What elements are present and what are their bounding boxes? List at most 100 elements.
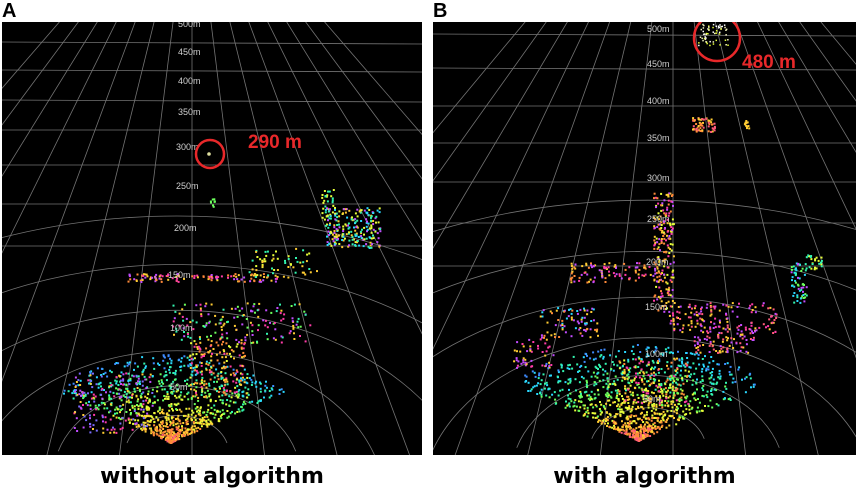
lidar-point [217,391,220,393]
lidar-point [725,34,727,36]
lidar-point [250,309,252,312]
lidar-point [159,412,161,415]
lidar-point [264,324,267,327]
lidar-point [570,316,573,319]
lidar-point [636,344,639,346]
lidar-point [161,411,163,413]
lidar-point [210,201,212,204]
range-labels-b: 500m 450m 400m 350m 300m 250m 200m 150m … [643,24,670,404]
lidar-point [257,329,259,332]
lidar-point [345,224,348,227]
lidar-point [193,277,196,279]
lidar-point [205,382,208,385]
lidar-point [326,244,329,246]
lidar-point [561,319,564,322]
lidar-point [328,217,331,220]
lidar-point [792,265,795,268]
lidar-point [150,419,152,422]
lidar-point [372,234,374,237]
lidar-point [717,334,720,337]
lidar-point [617,398,620,401]
lidar-point [635,401,638,404]
lidar-point [178,435,181,438]
lidar-point [272,385,275,387]
lidar-point [203,353,206,355]
lidar-point [370,219,373,222]
lidar-point [602,355,605,358]
lidar-point [200,394,203,396]
lidar-point [144,415,147,418]
lidar-point [200,364,203,367]
lidar-point [240,339,243,342]
lidar-point [715,32,717,34]
lidar-point [223,379,225,382]
lidar-point [594,416,597,419]
lidar-point [173,317,176,320]
lidar-point [639,424,642,427]
lidar-point [100,385,102,388]
lidar-point [617,399,620,402]
lidar-point [186,420,189,423]
lidar-point [668,314,671,317]
lidar-point [166,440,169,443]
lidar-point [657,270,660,273]
lidar-point [201,381,204,384]
lidar-point [112,414,115,417]
lidar-point [172,421,175,424]
lidar-point [545,362,548,365]
lidar-point [105,391,107,394]
lidar-point [255,380,258,383]
lidar-point [203,325,206,328]
lidar-point [270,387,273,390]
lidar-point [78,372,81,375]
lidar-point [628,278,631,281]
lidar-point [575,389,577,392]
lidar-point [548,345,551,348]
lidar-point [205,360,208,363]
lidar-point [205,322,208,325]
lidar-point [590,403,593,406]
lidar-point [658,243,661,246]
lidar-point [209,349,212,352]
lidar-point [713,307,716,310]
lidar-point [693,340,696,343]
lidar-point [616,389,619,392]
lidar-point [669,248,672,250]
lidar-point [168,409,171,412]
lidar-point [226,416,229,419]
lidar-point [190,373,193,376]
lidar-point [165,379,168,382]
lidar-point [570,281,573,284]
lidar-point [235,369,238,372]
lidar-point [636,262,638,265]
lidar-point [163,431,166,433]
lidar-point [628,405,631,408]
lidar-point [102,420,104,423]
lidar-point [191,409,194,412]
lidar-point [679,329,682,332]
lidar-point [626,422,629,424]
lidar-point [576,363,579,366]
lidar-point [600,354,603,357]
lidar-point [215,368,218,371]
lidar-point [682,382,685,385]
lidar-point [161,421,164,424]
lidar-point [667,367,670,370]
lidar-point [333,235,336,238]
lidar-point [184,419,187,422]
lidar-point [654,196,657,199]
lidar-point [133,278,136,281]
lidar-point [580,273,583,276]
lidar-point [724,39,727,41]
lidar-point [661,305,664,307]
lidar-point [627,406,630,409]
lidar-point [635,434,638,437]
lidar-point [109,418,112,421]
lidar-point [187,398,190,401]
lidar-point [183,395,186,398]
lidar-point [628,370,631,373]
lidar-point [110,371,113,374]
lidar-point [652,407,655,410]
lidar-point [244,339,247,342]
lidar-point [675,423,678,426]
